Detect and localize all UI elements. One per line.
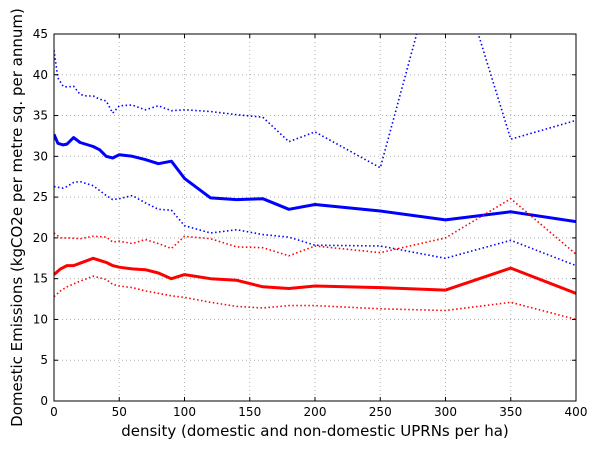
series-line-4-dotted — [54, 197, 576, 257]
y-tick-label: 35 — [33, 109, 48, 123]
y-tick-label: 15 — [33, 272, 48, 286]
y-tick-label: 30 — [33, 149, 48, 163]
y-tick-label: 10 — [33, 312, 48, 326]
y-tick-label: 45 — [33, 27, 48, 41]
x-tick-label: 200 — [304, 405, 327, 419]
plot-frame — [53, 33, 577, 402]
ticks: 0 50 100 150 200 250 300 350 400 0 5 10 15 20 25 30 35 40… — [33, 27, 588, 419]
y-tick-label: 0 — [40, 394, 48, 408]
x-tick-label: 50 — [112, 405, 127, 419]
y-tick-label: 5 — [40, 353, 48, 367]
x-tick-label: 100 — [173, 405, 196, 419]
x-tick-label: 0 — [50, 405, 58, 419]
x-axis-label: density (domestic and non-domestic UPRNs… — [121, 422, 509, 440]
series-line-3-solid — [54, 256, 576, 295]
series-layer — [54, 34, 576, 321]
x-tick-label: 300 — [434, 405, 457, 419]
y-tick-label: 25 — [33, 190, 48, 204]
x-tick-label: 250 — [369, 405, 392, 419]
y-axis-label: Domestic Emissions (kgCO2e per metre sq.… — [8, 8, 26, 427]
series-line-0-solid — [54, 133, 576, 224]
x-tick-label: 400 — [565, 405, 588, 419]
series-line-2-dotted — [54, 180, 576, 267]
grid — [53, 33, 577, 402]
y-tick-label: 20 — [33, 231, 48, 245]
x-tick-label: 350 — [499, 405, 522, 419]
y-tick-label: 40 — [33, 68, 48, 82]
x-tick-label: 150 — [238, 405, 261, 419]
